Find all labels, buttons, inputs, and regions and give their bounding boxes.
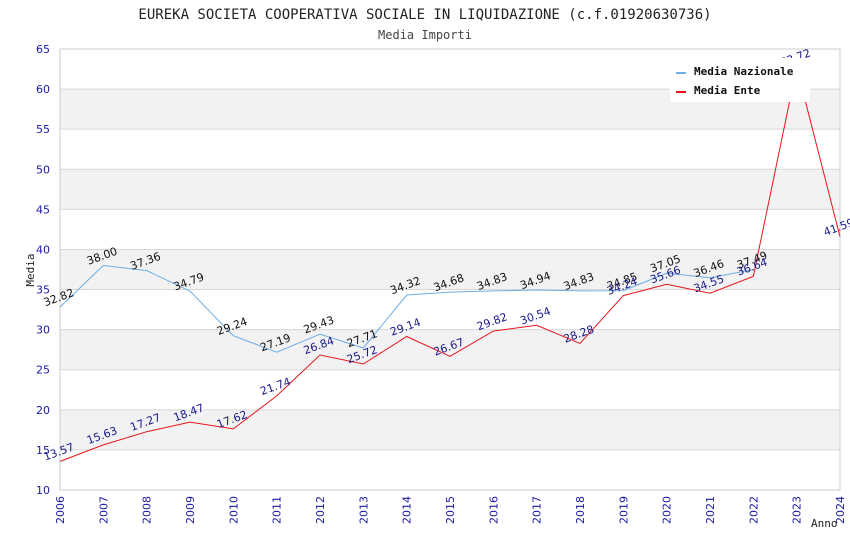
y-tick-label: 50 [36, 163, 50, 176]
data-label: 30.54 [518, 305, 552, 328]
y-tick-label: 55 [36, 123, 50, 136]
y-tick-label: 10 [36, 484, 50, 497]
x-tick-label: 2014 [401, 496, 414, 524]
x-tick-label: 2012 [314, 496, 327, 524]
x-tick-label: 2007 [97, 496, 110, 524]
x-tick-label: 2016 [487, 496, 500, 524]
x-tick-label: 2021 [704, 496, 717, 524]
x-tick-label: 2013 [357, 496, 370, 524]
x-tick-label: 2015 [444, 496, 457, 524]
x-tick-label: 2009 [184, 496, 197, 524]
y-tick-label: 40 [36, 243, 50, 256]
data-label: 21.74 [258, 375, 292, 398]
grid-band [60, 249, 840, 290]
grid-bands [60, 89, 840, 450]
y-tick-label: 45 [36, 203, 50, 216]
x-tick-label: 2022 [747, 496, 760, 524]
series-lines [59, 67, 841, 462]
y-tick-label: 25 [36, 364, 50, 377]
grid-band [60, 329, 840, 370]
chart-subtitle: Media Importi [378, 28, 472, 42]
grid-band [60, 409, 840, 450]
series-line-media-ente [59, 67, 841, 462]
x-tick-label: 2018 [574, 496, 587, 524]
series-line-media-nazionale [59, 264, 754, 353]
y-tick-label: 60 [36, 83, 50, 96]
x-tick-label: 2006 [54, 496, 67, 524]
x-axis-ticks: 2006 2007 2008 2009 2010 2011 2012 2013 2014 2015… [54, 496, 847, 524]
x-tick-label: 2024 [834, 496, 847, 524]
plot-area-border [59, 48, 841, 491]
y-tick-label: 65 [36, 43, 50, 56]
y-tick-label: 20 [36, 404, 50, 417]
legend: Media Nazionale Media Ente [670, 58, 810, 102]
y-axis-label: Media [24, 253, 37, 286]
y-tick-label: 15 [36, 444, 50, 457]
y-tick-label: 35 [36, 284, 50, 297]
grid-band [60, 169, 840, 210]
y-tick-label: 30 [36, 324, 50, 337]
x-tick-label: 2011 [271, 496, 284, 524]
legend-label-nazionale: Media Nazionale [694, 65, 794, 78]
chart-title: EUREKA SOCIETA COOPERATIVA SOCIALE IN LI… [138, 7, 711, 23]
x-axis-label: Anno [811, 517, 838, 530]
x-tick-label: 2023 [791, 496, 804, 524]
legend-label-ente: Media Ente [694, 84, 761, 97]
x-tick-label: 2008 [141, 496, 154, 524]
x-tick-label: 2019 [617, 496, 630, 524]
y-axis-ticks: 10 15 20 25 30 35 40 45 50 55 60 65 [36, 43, 50, 497]
x-tick-label: 2017 [531, 496, 544, 524]
x-tick-label: 2020 [661, 496, 674, 524]
legend-box [670, 58, 810, 102]
x-tick-label: 2010 [227, 496, 240, 524]
